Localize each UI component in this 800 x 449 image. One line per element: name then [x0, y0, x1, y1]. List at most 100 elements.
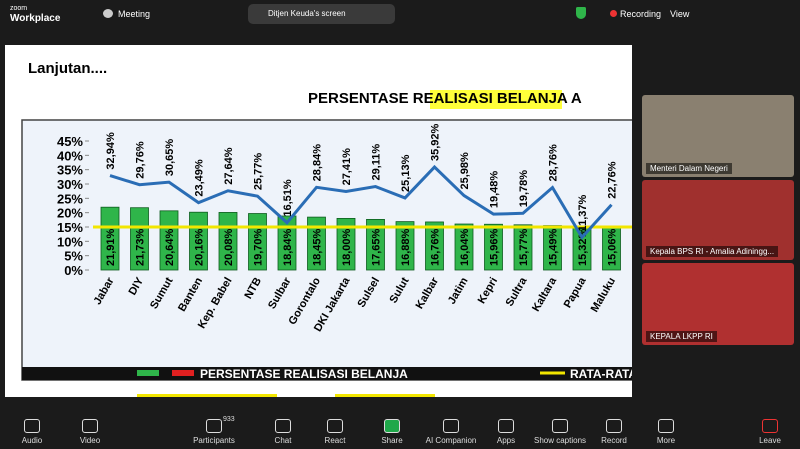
button-label: Show captions	[533, 436, 587, 445]
participant-name: Menteri Dalam Negeri	[646, 163, 732, 174]
deco	[137, 394, 277, 397]
bar-value-label: 19,70%	[253, 228, 265, 266]
bar-value-label: 16,88%	[400, 228, 412, 266]
participant-name: Kepala BPS RI - Amalia Adiningg...	[646, 246, 779, 257]
screen-pill[interactable]: Ditjen Keuda's screen	[248, 4, 395, 24]
view[interactable]: View	[670, 9, 690, 19]
rec-dot	[610, 10, 617, 17]
line-value-label: 32,94%	[105, 132, 117, 170]
icon	[498, 419, 514, 433]
icon	[384, 419, 400, 433]
button-label: Audio	[21, 436, 43, 445]
icon	[658, 419, 674, 433]
top-bar: zoom Workplace Meeting Ditjen Keuda's sc…	[0, 0, 800, 28]
toolbar-button[interactable]: Record	[584, 413, 644, 449]
line-value-label: 19,48%	[489, 171, 501, 209]
bar-value-label: 15,96%	[489, 228, 501, 266]
y-tick-label: 25%	[57, 191, 83, 206]
video-tile[interactable]: Kepala BPS RI - Amalia Adiningg...	[642, 180, 794, 260]
button-label: Video	[79, 436, 101, 445]
line-series	[109, 164, 613, 240]
y-tick-label: 10%	[57, 234, 83, 249]
bar-value-label: 18,00%	[341, 228, 353, 266]
toolbar-button[interactable]: Video	[60, 413, 120, 449]
toolbar-button[interactable]: Participants 933	[184, 413, 244, 449]
line-value-label: 35,92%	[430, 124, 442, 162]
line-value-label: 16,51%	[282, 179, 294, 217]
line-value-label: 29,76%	[135, 141, 147, 179]
brand: Workplace	[10, 13, 61, 24]
toolbar-button[interactable]: AI Companion	[421, 413, 481, 449]
button-label: Apps	[496, 436, 516, 445]
icon	[24, 419, 40, 433]
legend-label: RATA-RATA	[570, 367, 632, 381]
y-tick-label: 45%	[57, 134, 83, 149]
meeting-label[interactable]: Meeting	[118, 9, 151, 19]
line-value-label: 28,76%	[548, 144, 560, 182]
legend-swatch-deco	[172, 370, 194, 376]
bar-value-label: 15,06%	[607, 228, 619, 266]
toolbar-button[interactable]: React	[305, 413, 365, 449]
bar-value-label: 18,84%	[282, 228, 294, 266]
y-tick-label: 5%	[64, 249, 83, 264]
toolbar: Audio Video Participants 933 Chat React Share A…	[0, 413, 800, 449]
bar-value-label: 18,45%	[312, 228, 324, 266]
shared-slide: Lanjutan.... PERSENTASE REALISASI BELANJ…	[5, 45, 632, 397]
icon	[327, 419, 343, 433]
legend-label: PERSENTASE REALISASI BELANJA	[200, 367, 408, 381]
button-label: Chat	[274, 436, 292, 445]
icon	[275, 419, 291, 433]
line-value-label: 25,77%	[253, 153, 265, 191]
bar	[454, 223, 474, 271]
icon	[552, 419, 568, 433]
y-tick-label: 15%	[57, 220, 83, 235]
bar	[395, 221, 415, 271]
icon	[606, 419, 622, 433]
button-label: Record	[601, 436, 627, 445]
y-tick-label: 35%	[57, 163, 83, 178]
bar	[513, 224, 533, 271]
bar	[277, 215, 297, 271]
y-tick-label: 40%	[57, 148, 83, 163]
toolbar-button[interactable]: Audio	[2, 413, 62, 449]
toolbar-button[interactable]: Chat	[253, 413, 313, 449]
bar-value-label: 20,08%	[223, 228, 235, 266]
line-value-label: 22,76%	[607, 161, 619, 199]
y-tick-label: 0%	[64, 263, 83, 278]
bar-value-label: 15,49%	[548, 228, 560, 266]
button-label: React	[324, 436, 346, 445]
line-value-label: 27,41%	[341, 148, 353, 186]
title-highlight	[430, 90, 562, 109]
line-value-label: 25,98%	[459, 152, 471, 190]
bar-value-label: 15,77%	[518, 228, 530, 266]
toolbar-button[interactable]: More	[636, 413, 696, 449]
shield-icon	[576, 7, 586, 19]
video-tile[interactable]: KEPALA LKPP RI	[642, 263, 794, 345]
line-value-label: 11,37%	[577, 194, 589, 231]
toolbar-button[interactable]: Show captions	[530, 413, 590, 449]
leave-button[interactable]: Leave	[740, 413, 800, 449]
screen-label: Ditjen Keuda's screen	[268, 9, 346, 18]
bar	[307, 216, 326, 271]
chart-title: PERSENTASE REALISASI BELANJA A	[308, 90, 582, 107]
icon	[82, 419, 98, 433]
bar-value-label: 17,65%	[371, 228, 383, 266]
line-value-label: 23,49%	[194, 159, 206, 197]
bar	[336, 217, 356, 271]
bar-value-label: 15,32%	[577, 228, 589, 266]
meeting-icon	[103, 9, 113, 18]
bar	[366, 219, 385, 271]
brand-small: zoom	[10, 5, 28, 12]
y-tick-label: 20%	[57, 206, 83, 221]
bar	[100, 206, 120, 271]
toolbar-button[interactable]: Share	[362, 413, 422, 449]
recording[interactable]: Recording	[620, 9, 662, 19]
bar-value-label: 20,64%	[164, 228, 176, 266]
icon	[206, 419, 222, 433]
line-value-label: 25,13%	[400, 154, 412, 192]
bar-value-label: 21,91%	[105, 228, 117, 266]
toolbar-button[interactable]: Apps	[476, 413, 536, 449]
y-tick-label: 30%	[57, 177, 83, 192]
video-tile[interactable]: Menteri Dalam Negeri	[642, 95, 794, 177]
